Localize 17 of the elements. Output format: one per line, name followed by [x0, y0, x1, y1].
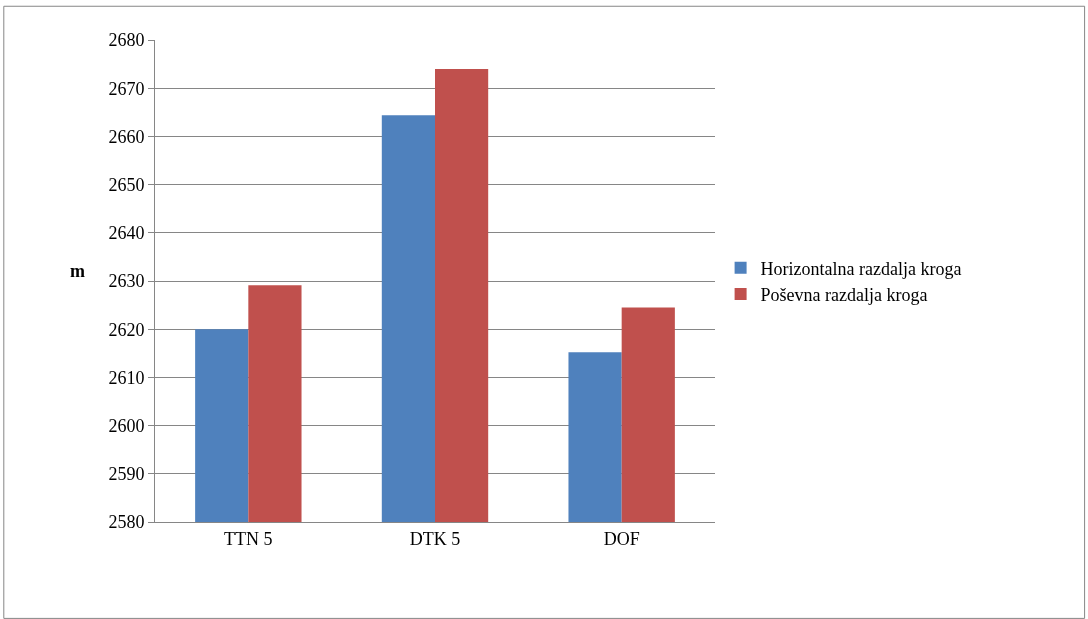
y-tick-label: 2580 [108, 512, 145, 533]
y-tick-label: 2670 [108, 78, 145, 99]
y-tick-label: 2620 [108, 319, 145, 340]
y-tick-label: 2590 [108, 464, 145, 485]
y-tick-label: 2630 [108, 271, 145, 292]
y-tick-label: 2680 [108, 30, 145, 51]
y-tick-label: 2610 [108, 367, 145, 388]
legend-label: Poševna razdalja kroga [760, 285, 928, 306]
y-tick-label: 2640 [108, 223, 145, 244]
y-tick-label: 2660 [108, 126, 145, 147]
y-axis-title: m [70, 261, 85, 281]
y-tick-label: 2600 [108, 415, 145, 436]
y-tick-label: 2650 [108, 174, 145, 195]
legend-label: Horizontalna razdalja kroga [760, 258, 962, 279]
x-tick-label: TTN 5 [224, 528, 273, 549]
x-tick-label: DTK 5 [409, 528, 461, 549]
x-tick-label: DOF [603, 528, 640, 549]
